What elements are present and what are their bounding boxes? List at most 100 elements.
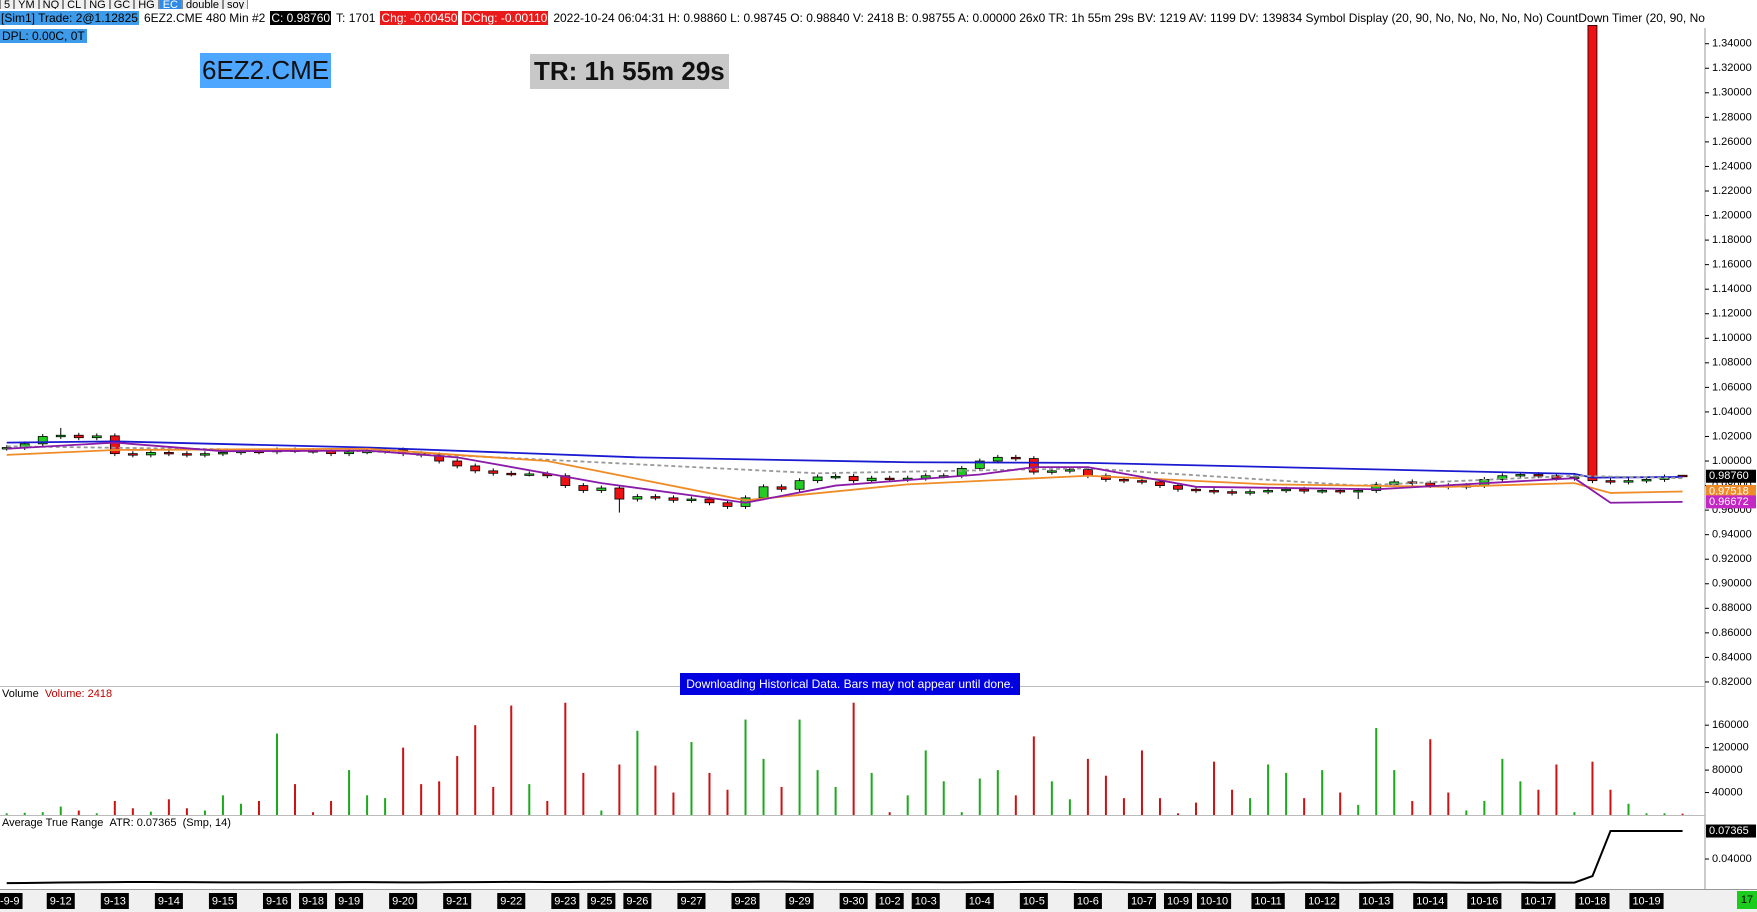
volume-bar — [95, 813, 98, 815]
date-label-bg — [1521, 893, 1556, 909]
volume-bar — [1501, 758, 1504, 815]
candle-body — [1191, 488, 1201, 492]
y-tick-label: 0.86000 — [1712, 627, 1752, 639]
candle-body — [470, 465, 481, 472]
candle-body — [1641, 479, 1652, 482]
toolbar-button[interactable]: soy — [223, 0, 249, 9]
toolbar-button[interactable]: YM — [14, 0, 39, 9]
volume-bar — [1375, 727, 1378, 815]
volume-bar — [348, 770, 351, 815]
date-label: 10-9 — [1163, 893, 1193, 909]
x-tick-label: 9-14 — [158, 895, 180, 907]
candle-body — [1064, 469, 1075, 472]
candle-body — [55, 434, 66, 438]
volume-bar — [510, 705, 513, 815]
y-tick-label: 1.30000 — [1712, 87, 1752, 99]
y-tick-label: 1.24000 — [1712, 160, 1752, 172]
date-label-bg — [1467, 893, 1502, 909]
volume-bar — [1429, 739, 1432, 815]
date-label: 9-16 — [262, 893, 292, 909]
x-tick-label: 9-12 — [50, 895, 72, 907]
date-label-bg — [1251, 893, 1285, 909]
candle-body — [632, 496, 643, 500]
toolbar-button[interactable]: GC — [109, 0, 135, 9]
candle-body — [91, 435, 102, 439]
date-label: 10-5 — [1019, 893, 1048, 909]
volume-bar — [798, 719, 801, 815]
toolbar-button[interactable]: EC — [158, 0, 182, 9]
last-value-box — [1706, 824, 1756, 838]
toolbar-button[interactable]: double — [181, 0, 224, 9]
volume-bar — [59, 806, 62, 815]
date-label-bg — [443, 893, 472, 909]
volume-bar — [636, 730, 639, 815]
volume-bar — [1357, 804, 1360, 815]
volume-header: Volume Volume: 2418 — [2, 688, 112, 700]
volume-bar — [23, 812, 26, 815]
dpl-label: DPL: 0.00C, 0T — [0, 29, 87, 43]
toolbar-button[interactable]: CL — [63, 0, 86, 9]
volume-bar — [113, 800, 116, 815]
info-item: [Sim1] Trade: 2@1.12825 — [0, 11, 139, 25]
candle-body — [668, 497, 679, 501]
date-label-bg — [1163, 893, 1193, 909]
x-tick-label: 10-3 — [915, 895, 937, 907]
date-label: 9-22 — [497, 893, 526, 909]
candle-body — [1587, 24, 1598, 482]
date-label: 10-12 — [1305, 893, 1340, 909]
candle-body — [1245, 491, 1255, 494]
info-item: T: 1701 — [335, 11, 377, 25]
date-label: 10-18 — [1575, 893, 1610, 909]
date-label-bg — [262, 893, 292, 909]
volume-bar — [492, 786, 495, 815]
toolbar-button[interactable]: 5 — [0, 0, 15, 9]
corner-badge: 17 — [1737, 891, 1757, 909]
candle-body — [1335, 490, 1346, 493]
y-tick-label: 0.88000 — [1712, 602, 1752, 614]
volume-bar — [1447, 792, 1450, 815]
x-tick-label: 9-25 — [590, 895, 612, 907]
volume-bar — [1555, 764, 1558, 815]
atr-legend: ATR: 0.07365 — [109, 817, 177, 829]
y-tick-label: 0.84000 — [1712, 651, 1752, 663]
date-label: 9-30 — [839, 893, 868, 909]
toolbar-button[interactable]: NG — [85, 0, 110, 9]
volume-bar — [1627, 803, 1630, 815]
x-tick-label: 9-22 — [500, 895, 522, 907]
volume-bar — [474, 725, 477, 815]
info-line: [Sim1] Trade: 2@1.12825 6EZ2.CME 480 Min … — [0, 10, 1705, 27]
volume-bar — [221, 795, 224, 815]
volume-bar — [1140, 750, 1143, 815]
volume-bar — [384, 798, 387, 815]
volume-bar — [582, 772, 585, 815]
date-label: 10-13 — [1359, 893, 1394, 909]
date-label: 9-13 — [100, 893, 129, 909]
volume-bar — [402, 747, 405, 815]
y-tick-label: 1.34000 — [1712, 38, 1752, 50]
candle-body — [560, 475, 571, 486]
candle-body — [181, 453, 192, 456]
x-tick-label: 10-6 — [1077, 895, 1099, 907]
volume-bar — [131, 808, 134, 815]
info-item: Chg: -0.00450 — [380, 11, 459, 25]
date-label-bg — [1305, 893, 1340, 909]
x-tick-label: 9-30 — [843, 895, 865, 907]
volume-bar — [1339, 792, 1342, 815]
candle-body — [1083, 469, 1093, 477]
volume-bar — [834, 786, 837, 815]
last-value-box — [1706, 495, 1756, 509]
volume-bar — [1537, 789, 1540, 815]
candle-body — [866, 477, 877, 482]
toolbar-button[interactable]: HG — [134, 0, 159, 9]
candle-body — [1515, 474, 1526, 477]
toolbar-button[interactable]: NQ — [38, 0, 64, 9]
x-tick-label: 9-19 — [338, 895, 360, 907]
atr-line — [6, 830, 1683, 885]
volume-bar — [420, 784, 423, 815]
date-label: 10-19 — [1629, 893, 1664, 909]
candle-body — [218, 452, 228, 455]
y-tick-label: 1.10000 — [1712, 332, 1752, 344]
volume-bar — [1609, 789, 1612, 815]
candle-body — [686, 498, 697, 501]
volume-bar — [1483, 800, 1486, 815]
